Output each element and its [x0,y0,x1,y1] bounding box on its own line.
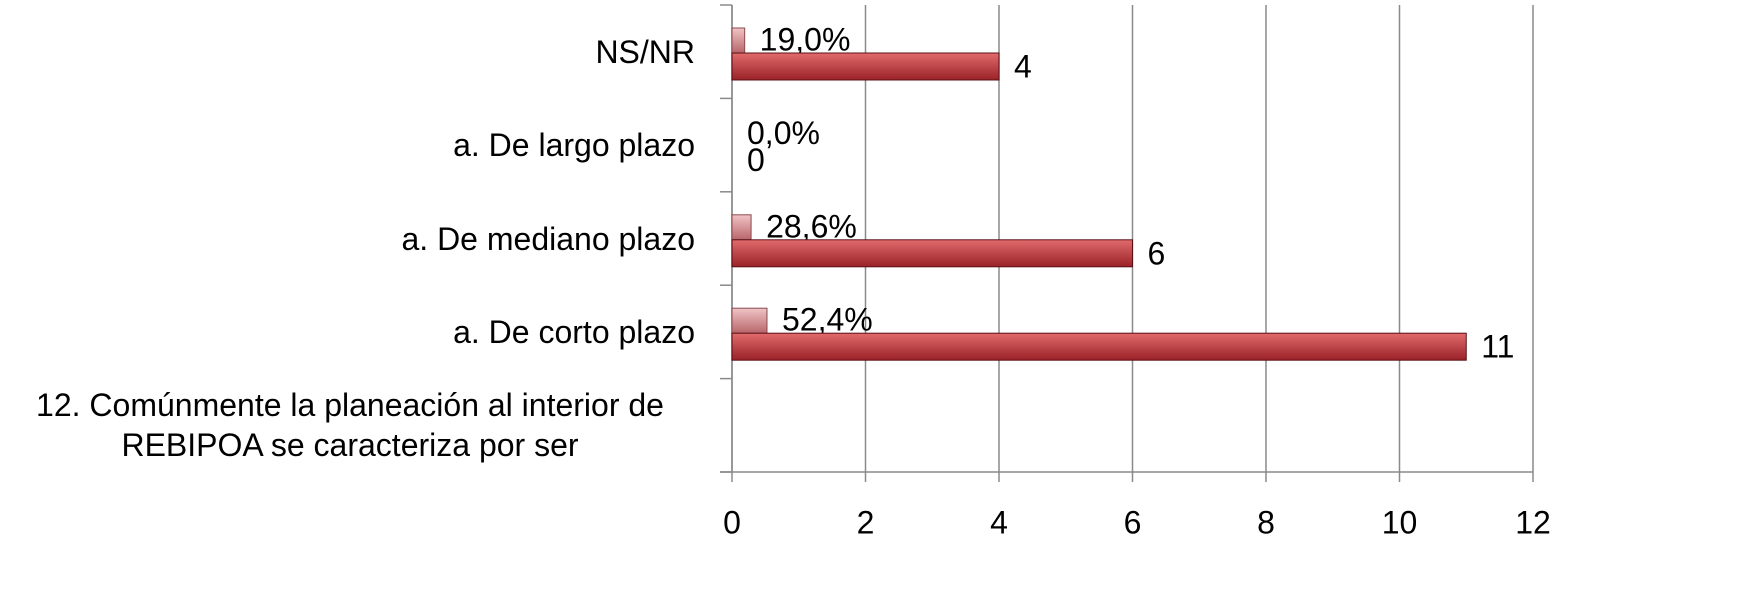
x-tick-label: 0 [723,504,741,540]
category-text: 12. Comúnmente la planeación al interior… [36,387,664,464]
x-tick-label: 6 [1124,504,1142,540]
data-label: 0 [747,142,765,178]
data-label: 11 [1481,329,1514,365]
data-label: 0,0% [747,115,820,151]
data-label: 6 [1148,235,1166,271]
bar [731,307,768,334]
bar [731,27,746,54]
bar [731,239,1133,268]
x-tick-label: 10 [1382,504,1418,540]
category-text: a. De largo plazo [453,127,695,164]
bar [731,332,1467,361]
y-tick-label: NS/NR [0,32,695,72]
data-label: 4 [1014,48,1032,84]
x-tick-label: 8 [1257,504,1275,540]
category-text: a. De corto plazo [453,313,695,350]
y-tick-label: a. De corto plazo [0,312,695,352]
y-tick-label: a. De mediano plazo [0,219,695,259]
bar [731,52,1000,81]
category-text: a. De mediano plazo [401,220,695,257]
x-tick-label: 2 [857,504,875,540]
y-tick-label: a. De largo plazo [0,125,695,165]
data-label: 19,0% [760,21,851,57]
bar [731,214,752,241]
data-label: 52,4% [782,302,873,338]
category-text: NS/NR [595,33,695,70]
data-label: 28,6% [766,208,857,244]
x-tick-label: 4 [990,504,1008,540]
y-tick-label: 12. Comúnmente la planeación al interior… [0,385,695,465]
x-tick-label: 12 [1515,504,1551,540]
